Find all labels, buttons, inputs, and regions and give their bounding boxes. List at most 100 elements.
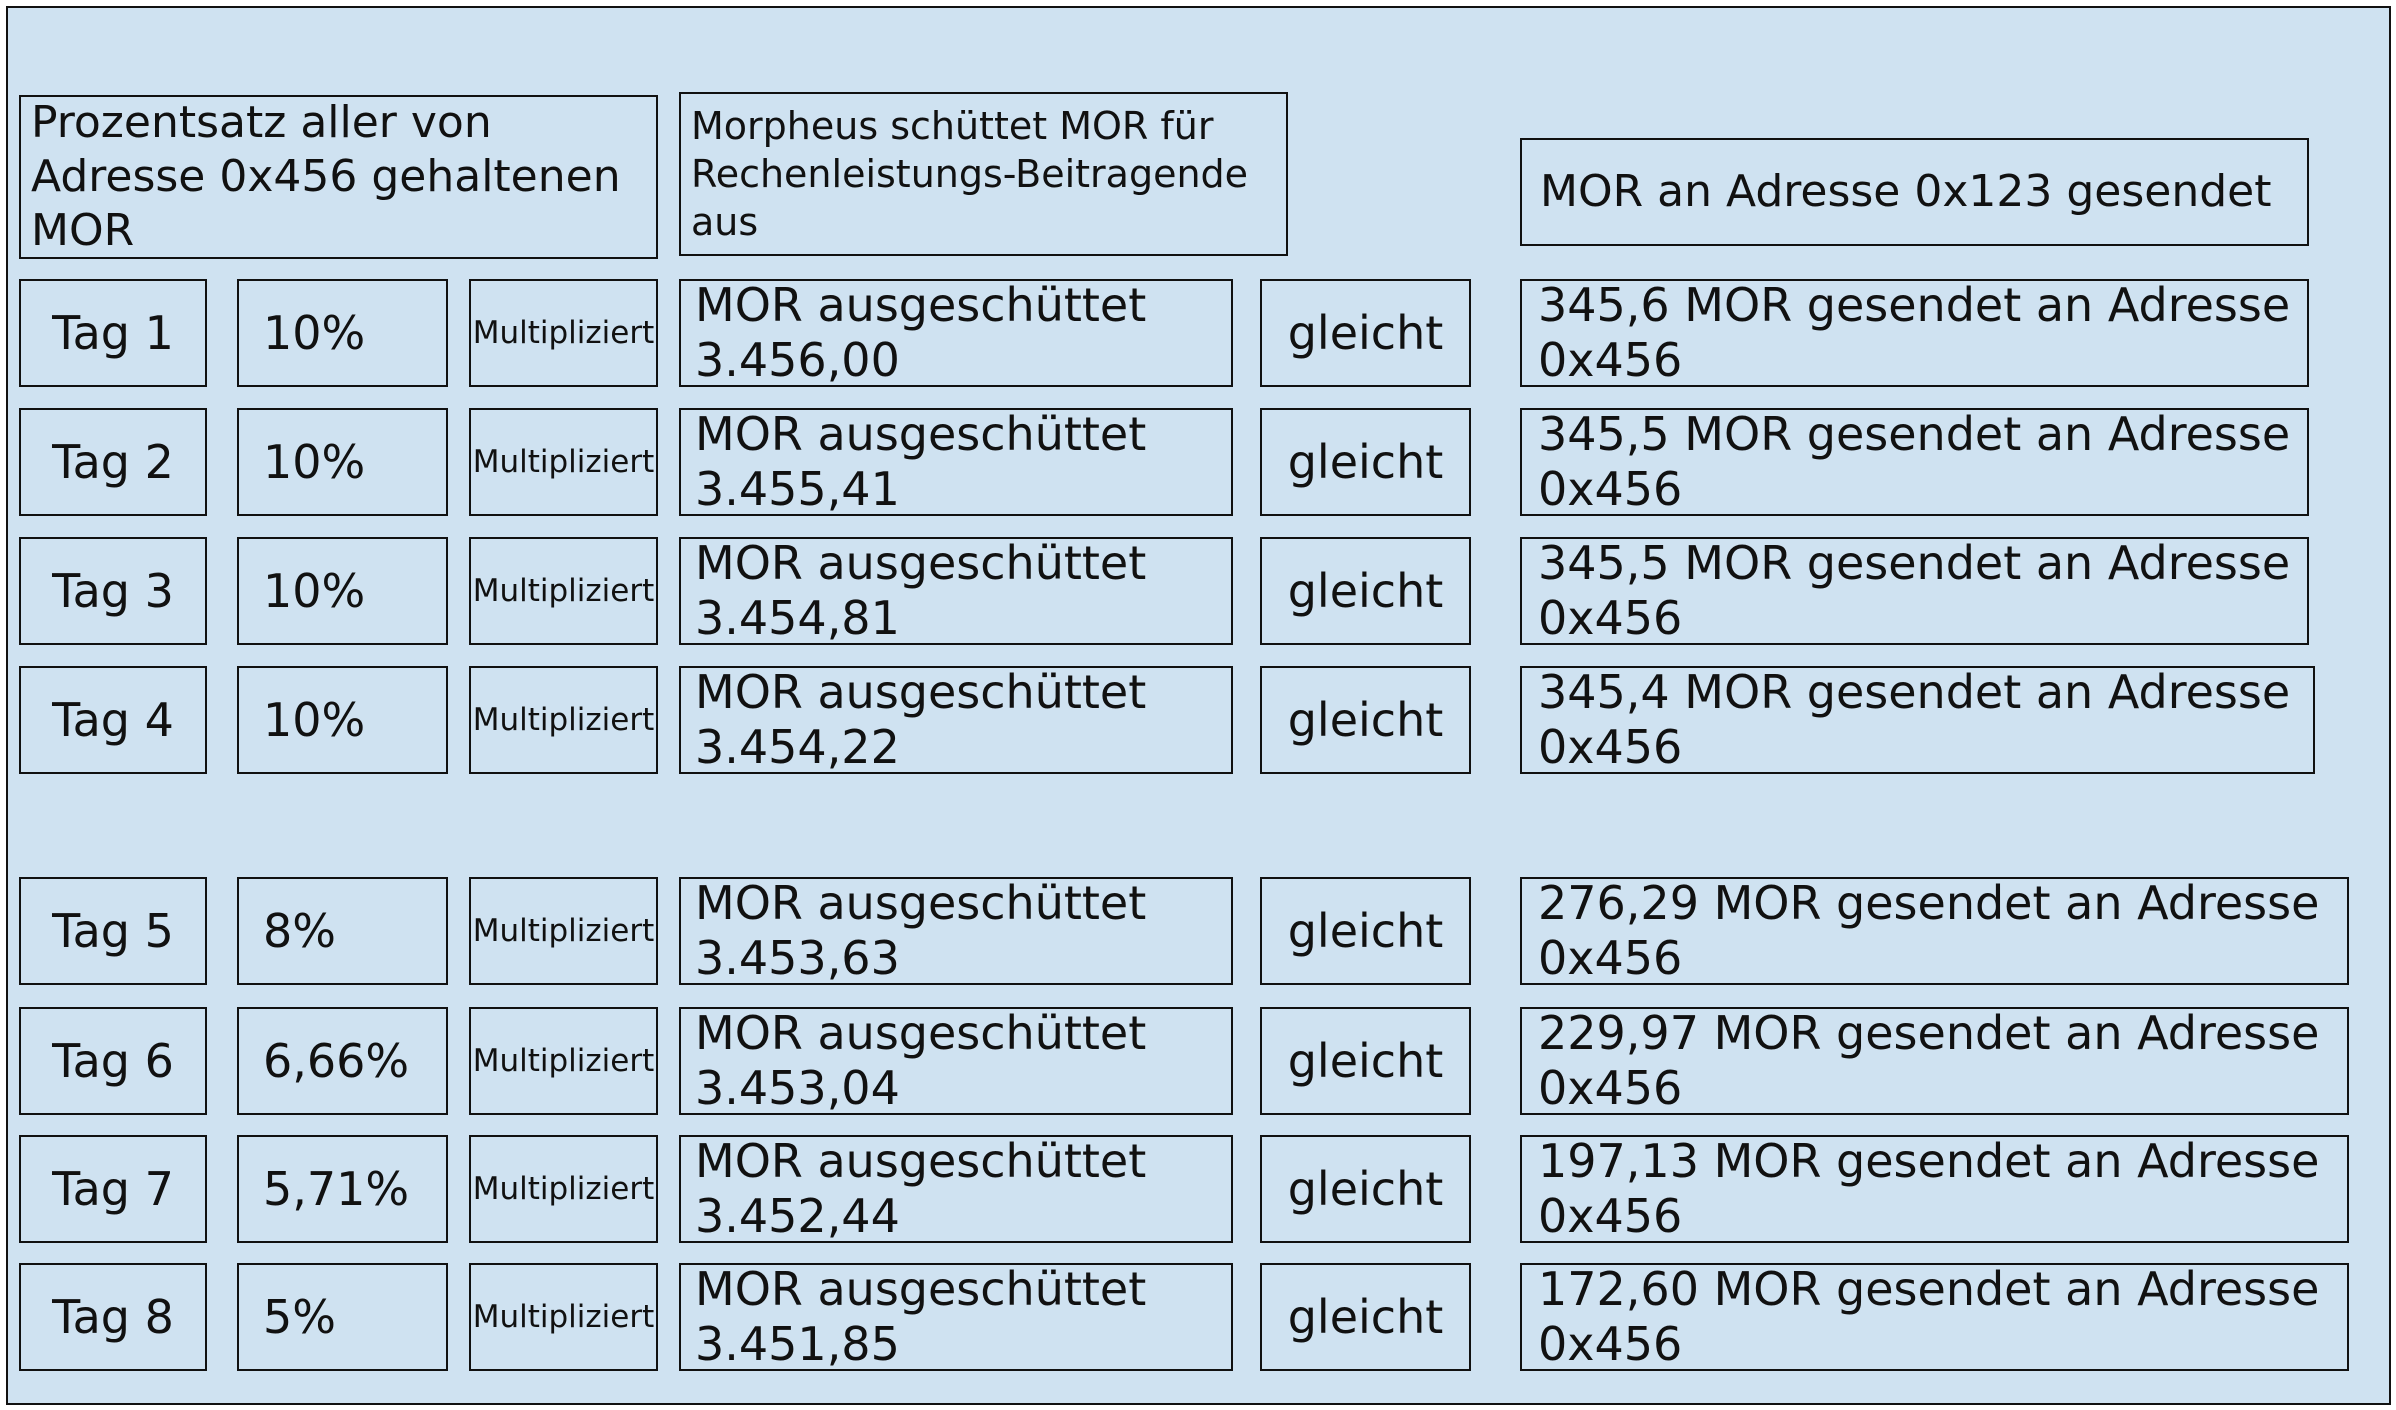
- percent-value: 6,66%: [263, 1034, 410, 1088]
- percent-value-box: 8%: [237, 877, 448, 985]
- day-label: Tag 1: [52, 306, 174, 360]
- percent-value-box: 5%: [237, 1263, 448, 1371]
- day-label-box: Tag 1: [19, 279, 207, 387]
- distributed-mor: MOR ausgeschüttet 3.453,04: [695, 1006, 1147, 1115]
- result-sent-box: 345,4 MOR gesendet an Adresse 0x456: [1520, 665, 2315, 774]
- result-sent: 197,13 MOR gesendet an Adresse 0x456: [1538, 1134, 2320, 1243]
- day-label: Tag 3: [52, 564, 174, 618]
- day-label-box: Tag 2: [19, 408, 207, 516]
- multiply-op: Multipliziert: [472, 702, 655, 738]
- percent-value-box: 6,66%: [237, 1007, 448, 1115]
- equals-op: gleicht: [1287, 435, 1444, 489]
- equals-op-box: gleicht: [1260, 1263, 1471, 1371]
- multiply-op-box: Multipliziert: [469, 537, 658, 645]
- multiply-op: Multipliziert: [472, 1299, 655, 1335]
- equals-op: gleicht: [1287, 1162, 1444, 1216]
- header-percentage-text: Prozentsatz aller von Adresse 0x456 geha…: [31, 97, 621, 256]
- day-label-box: Tag 5: [19, 877, 207, 985]
- equals-op: gleicht: [1287, 904, 1444, 958]
- percent-value-box: 10%: [237, 408, 448, 516]
- result-sent: 345,5 MOR gesendet an Adresse 0x456: [1538, 536, 2291, 645]
- equals-op: gleicht: [1287, 564, 1444, 618]
- equals-op-box: gleicht: [1260, 1135, 1471, 1243]
- multiply-op-box: Multipliziert: [469, 1263, 658, 1371]
- multiply-op: Multipliziert: [472, 444, 655, 480]
- result-sent-box: 345,5 MOR gesendet an Adresse 0x456: [1520, 407, 2309, 516]
- header-percentage: Prozentsatz aller von Adresse 0x456 geha…: [19, 95, 658, 259]
- equals-op-box: gleicht: [1260, 408, 1471, 516]
- multiply-op-box: Multipliziert: [469, 279, 658, 387]
- equals-op-box: gleicht: [1260, 1007, 1471, 1115]
- percent-value: 10%: [263, 306, 366, 360]
- multiply-op: Multipliziert: [472, 1043, 655, 1079]
- percent-value: 5,71%: [263, 1162, 410, 1216]
- equals-op-box: gleicht: [1260, 279, 1471, 387]
- percent-value-box: 10%: [237, 537, 448, 645]
- percent-value-box: 10%: [237, 279, 448, 387]
- distributed-mor-box: MOR ausgeschüttet 3.455,41: [679, 407, 1233, 516]
- result-sent-box: 197,13 MOR gesendet an Adresse 0x456: [1520, 1134, 2349, 1243]
- percent-value: 10%: [263, 435, 366, 489]
- distributed-mor: MOR ausgeschüttet 3.456,00: [695, 278, 1147, 387]
- multiply-op: Multipliziert: [472, 1171, 655, 1207]
- distributed-mor-box: MOR ausgeschüttet 3.452,44: [679, 1134, 1233, 1243]
- result-sent-box: 172,60 MOR gesendet an Adresse 0x456: [1520, 1262, 2349, 1371]
- equals-op: gleicht: [1287, 1034, 1444, 1088]
- day-label: Tag 4: [52, 693, 174, 747]
- distributed-mor-box: MOR ausgeschüttet 3.451,85: [679, 1262, 1233, 1371]
- percent-value-box: 10%: [237, 666, 448, 774]
- header-distribution-text: Morpheus schüttet MOR für Rechenleistung…: [691, 104, 1249, 244]
- equals-op: gleicht: [1287, 693, 1444, 747]
- day-label-box: Tag 4: [19, 666, 207, 774]
- multiply-op-box: Multipliziert: [469, 408, 658, 516]
- day-label-box: Tag 3: [19, 537, 207, 645]
- day-label-box: Tag 7: [19, 1135, 207, 1243]
- distributed-mor: MOR ausgeschüttet 3.451,85: [695, 1262, 1147, 1371]
- equals-op-box: gleicht: [1260, 537, 1471, 645]
- multiply-op: Multipliziert: [472, 315, 655, 351]
- result-sent-box: 276,29 MOR gesendet an Adresse 0x456: [1520, 876, 2349, 985]
- day-label: Tag 7: [52, 1162, 174, 1216]
- distributed-mor-box: MOR ausgeschüttet 3.454,22: [679, 665, 1233, 774]
- distributed-mor-box: MOR ausgeschüttet 3.453,63: [679, 876, 1233, 985]
- equals-op-box: gleicht: [1260, 666, 1471, 774]
- day-label-box: Tag 6: [19, 1007, 207, 1115]
- result-sent-box: 345,6 MOR gesendet an Adresse 0x456: [1520, 278, 2309, 387]
- header-sent: MOR an Adresse 0x123 gesendet: [1520, 138, 2309, 246]
- result-sent: 345,4 MOR gesendet an Adresse 0x456: [1538, 665, 2291, 774]
- percent-value: 5%: [263, 1290, 336, 1344]
- result-sent-box: 345,5 MOR gesendet an Adresse 0x456: [1520, 536, 2309, 645]
- multiply-op-box: Multipliziert: [469, 877, 658, 985]
- percent-value: 10%: [263, 693, 366, 747]
- percent-value: 8%: [263, 904, 336, 958]
- result-sent: 345,6 MOR gesendet an Adresse 0x456: [1538, 278, 2291, 387]
- diagram-panel: [6, 6, 2391, 1405]
- distributed-mor-box: MOR ausgeschüttet 3.454,81: [679, 536, 1233, 645]
- distributed-mor: MOR ausgeschüttet 3.453,63: [695, 876, 1147, 985]
- distributed-mor: MOR ausgeschüttet 3.455,41: [695, 407, 1147, 516]
- result-sent: 345,5 MOR gesendet an Adresse 0x456: [1538, 407, 2291, 516]
- day-label: Tag 2: [52, 435, 174, 489]
- distributed-mor: MOR ausgeschüttet 3.454,81: [695, 536, 1147, 645]
- multiply-op-box: Multipliziert: [469, 666, 658, 774]
- day-label-box: Tag 8: [19, 1263, 207, 1371]
- result-sent-box: 229,97 MOR gesendet an Adresse 0x456: [1520, 1006, 2349, 1115]
- day-label: Tag 6: [52, 1034, 174, 1088]
- multiply-op-box: Multipliziert: [469, 1007, 658, 1115]
- multiply-op: Multipliziert: [472, 573, 655, 609]
- multiply-op: Multipliziert: [472, 913, 655, 949]
- multiply-op-box: Multipliziert: [469, 1135, 658, 1243]
- distributed-mor: MOR ausgeschüttet 3.454,22: [695, 665, 1147, 774]
- day-label: Tag 8: [52, 1290, 174, 1344]
- result-sent: 172,60 MOR gesendet an Adresse 0x456: [1538, 1262, 2320, 1371]
- equals-op: gleicht: [1287, 306, 1444, 360]
- result-sent: 276,29 MOR gesendet an Adresse 0x456: [1538, 876, 2320, 985]
- result-sent: 229,97 MOR gesendet an Adresse 0x456: [1538, 1006, 2320, 1115]
- distributed-mor: MOR ausgeschüttet 3.452,44: [695, 1134, 1147, 1243]
- distributed-mor-box: MOR ausgeschüttet 3.453,04: [679, 1006, 1233, 1115]
- percent-value: 10%: [263, 564, 366, 618]
- distributed-mor-box: MOR ausgeschüttet 3.456,00: [679, 278, 1233, 387]
- percent-value-box: 5,71%: [237, 1135, 448, 1243]
- equals-op: gleicht: [1287, 1290, 1444, 1344]
- header-distribution: Morpheus schüttet MOR für Rechenleistung…: [679, 92, 1288, 256]
